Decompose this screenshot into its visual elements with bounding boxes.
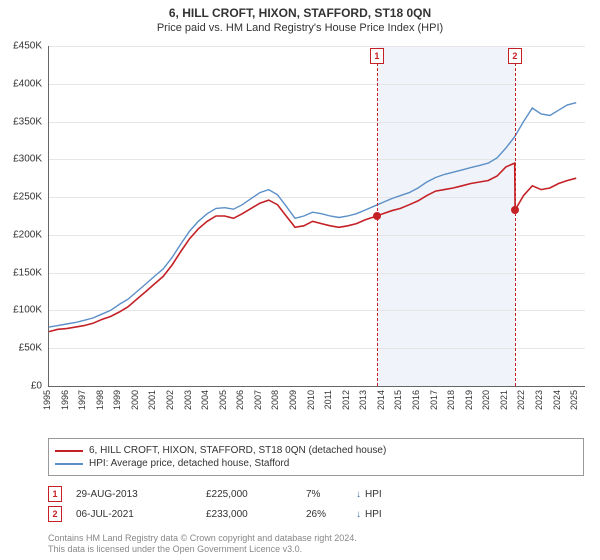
series-hpi bbox=[49, 103, 576, 327]
x-tick-label: 2005 bbox=[218, 390, 228, 410]
x-tick-label: 2016 bbox=[411, 390, 421, 410]
x-tick-label: 2001 bbox=[147, 390, 157, 410]
y-tick-label: £100K bbox=[13, 305, 42, 316]
x-axis: 1995199619971998199920002001200220032004… bbox=[48, 388, 584, 438]
x-tick-label: 2012 bbox=[341, 390, 351, 410]
legend: 6, HILL CROFT, HIXON, STAFFORD, ST18 0QN… bbox=[48, 438, 584, 476]
x-tick-label: 2014 bbox=[376, 390, 386, 410]
x-tick-label: 2018 bbox=[446, 390, 456, 410]
sale-marker-box: 1 bbox=[48, 486, 62, 502]
y-tick-label: £0 bbox=[31, 381, 42, 392]
down-arrow-icon: ↓ bbox=[356, 489, 361, 500]
x-tick-label: 2017 bbox=[429, 390, 439, 410]
y-axis: £0£50K£100K£150K£200K£250K£300K£350K£400… bbox=[0, 46, 46, 386]
x-tick-label: 2021 bbox=[499, 390, 509, 410]
marker-dot bbox=[511, 206, 519, 214]
down-arrow-icon: ↓ bbox=[356, 509, 361, 520]
x-tick-label: 1995 bbox=[42, 390, 52, 410]
x-tick-label: 2024 bbox=[552, 390, 562, 410]
x-tick-label: 2002 bbox=[165, 390, 175, 410]
x-tick-label: 2010 bbox=[306, 390, 316, 410]
legend-label: HPI: Average price, detached house, Staf… bbox=[89, 458, 289, 469]
sale-date: 06-JUL-2021 bbox=[76, 509, 206, 520]
y-tick-label: £450K bbox=[13, 41, 42, 52]
footer-line-2: This data is licensed under the Open Gov… bbox=[48, 544, 584, 556]
x-tick-label: 2011 bbox=[323, 390, 333, 409]
series-price_paid bbox=[49, 163, 576, 332]
legend-swatch bbox=[55, 463, 83, 465]
marker-line bbox=[515, 48, 516, 386]
sale-vs-label: HPI bbox=[365, 509, 382, 520]
x-tick-label: 1998 bbox=[95, 390, 105, 410]
y-tick-label: £50K bbox=[19, 343, 42, 354]
marker-box: 1 bbox=[370, 48, 384, 64]
plot-area: 12 bbox=[48, 46, 585, 387]
x-tick-label: 2015 bbox=[393, 390, 403, 410]
chart-subtitle: Price paid vs. HM Land Registry's House … bbox=[0, 22, 600, 34]
y-tick-label: £400K bbox=[13, 78, 42, 89]
sales-table: 1 29-AUG-2013£225,0007%↓ HPI 2 06-JUL-2021£2… bbox=[48, 482, 584, 526]
x-tick-label: 2000 bbox=[130, 390, 140, 410]
marker-dot bbox=[373, 212, 381, 220]
titles: 6, HILL CROFT, HIXON, STAFFORD, ST18 0QN… bbox=[0, 0, 600, 34]
sale-pct: 7% bbox=[306, 489, 356, 500]
y-tick-label: £200K bbox=[13, 229, 42, 240]
x-tick-label: 1996 bbox=[60, 390, 70, 410]
x-tick-label: 2025 bbox=[569, 390, 579, 410]
legend-label: 6, HILL CROFT, HIXON, STAFFORD, ST18 0QN… bbox=[89, 445, 386, 456]
x-tick-label: 2013 bbox=[358, 390, 368, 410]
sale-marker-box: 2 bbox=[48, 506, 62, 522]
x-tick-label: 2003 bbox=[183, 390, 193, 410]
footer: Contains HM Land Registry data © Crown c… bbox=[48, 533, 584, 556]
chart-container: 6, HILL CROFT, HIXON, STAFFORD, ST18 0QN… bbox=[0, 0, 600, 560]
x-tick-label: 1997 bbox=[77, 390, 87, 410]
x-tick-label: 2022 bbox=[516, 390, 526, 410]
y-tick-label: £150K bbox=[13, 267, 42, 278]
sale-row: 1 29-AUG-2013£225,0007%↓ HPI bbox=[48, 486, 584, 502]
sale-date: 29-AUG-2013 bbox=[76, 489, 206, 500]
sale-vs-label: HPI bbox=[365, 489, 382, 500]
legend-row: 6, HILL CROFT, HIXON, STAFFORD, ST18 0QN… bbox=[55, 445, 577, 456]
footer-line-1: Contains HM Land Registry data © Crown c… bbox=[48, 533, 584, 545]
x-tick-label: 2008 bbox=[270, 390, 280, 410]
y-tick-label: £300K bbox=[13, 154, 42, 165]
x-tick-label: 2009 bbox=[288, 390, 298, 410]
legend-swatch bbox=[55, 450, 83, 452]
sale-price: £233,000 bbox=[206, 509, 306, 520]
sale-price: £225,000 bbox=[206, 489, 306, 500]
marker-box: 2 bbox=[508, 48, 522, 64]
sale-pct: 26% bbox=[306, 509, 356, 520]
y-tick-label: £350K bbox=[13, 116, 42, 127]
sale-row: 2 06-JUL-2021£233,00026%↓ HPI bbox=[48, 506, 584, 522]
x-tick-label: 1999 bbox=[112, 390, 122, 410]
x-tick-label: 2007 bbox=[253, 390, 263, 410]
x-tick-label: 2023 bbox=[534, 390, 544, 410]
series-svg bbox=[49, 46, 585, 386]
chart-title: 6, HILL CROFT, HIXON, STAFFORD, ST18 0QN bbox=[0, 6, 600, 20]
x-tick-label: 2004 bbox=[200, 390, 210, 410]
y-tick-label: £250K bbox=[13, 192, 42, 203]
x-tick-label: 2019 bbox=[464, 390, 474, 410]
legend-row: HPI: Average price, detached house, Staf… bbox=[55, 458, 577, 469]
x-tick-label: 2020 bbox=[481, 390, 491, 410]
x-tick-label: 2006 bbox=[235, 390, 245, 410]
